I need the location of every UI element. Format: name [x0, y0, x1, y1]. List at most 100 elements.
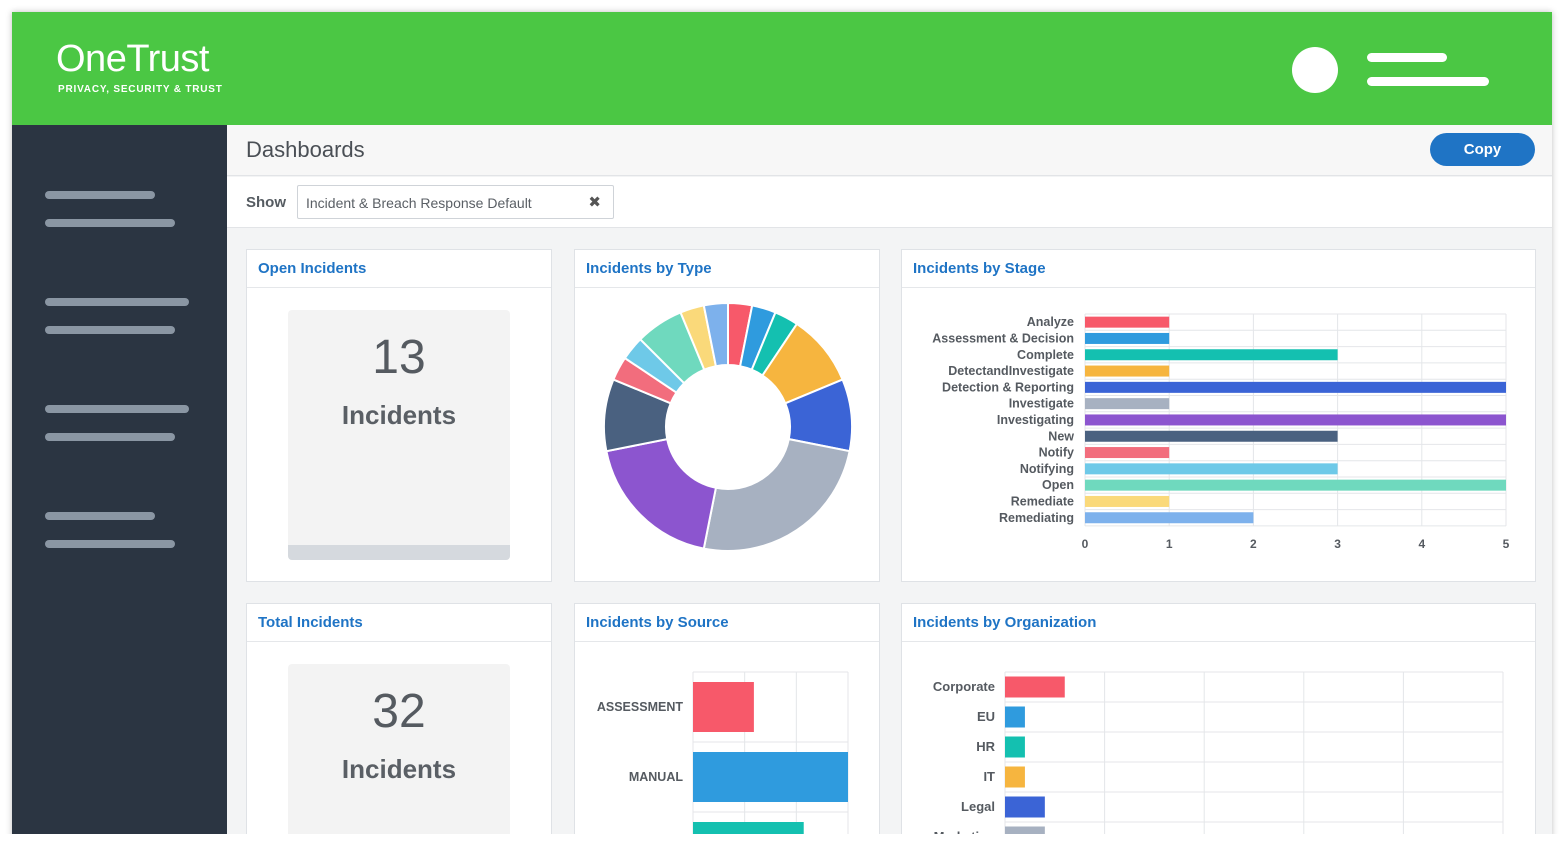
divider: [902, 641, 1535, 642]
bar[interactable]: [1085, 381, 1506, 393]
header-menu-line-1[interactable]: [1367, 53, 1447, 62]
divider: [247, 287, 551, 288]
sidebar-item-1[interactable]: [45, 191, 155, 199]
category-label: MANUAL: [629, 770, 684, 784]
top-header: OneTrust PRIVACY, SECURITY & TRUST: [12, 12, 1552, 125]
card-incidents-by-type: Incidents by Type: [574, 249, 880, 582]
sidebar-item-1-sub[interactable]: [45, 219, 175, 227]
organization-bar-chart: Corporate EU HR IT Legal Marketing: [933, 671, 1504, 839]
divider: [575, 287, 879, 288]
category-label: Detection & Reporting: [942, 380, 1074, 394]
stat-label: Incidents: [341, 400, 457, 430]
bar[interactable]: [1085, 349, 1338, 361]
bar[interactable]: [1085, 447, 1170, 459]
stat-value: 13: [372, 331, 426, 384]
brand-tagline: PRIVACY, SECURITY & TRUST: [58, 84, 223, 95]
x-tick-label: 0: [1082, 537, 1089, 551]
card-title[interactable]: Open Incidents: [258, 260, 367, 277]
page-title: Dashboards: [246, 137, 365, 162]
category-label: Investigate: [1009, 397, 1074, 411]
category-label: Marketing: [934, 829, 995, 838]
bar[interactable]: [693, 752, 848, 802]
sidebar-item-2-sub[interactable]: [45, 326, 175, 334]
category-label: Notify: [1039, 446, 1074, 460]
filter-bar: Show Incident & Breach Response Default …: [227, 177, 1552, 228]
category-label: DetectandInvestigate: [948, 364, 1074, 378]
x-tick-label: 2: [1250, 537, 1257, 551]
header-menu-line-2[interactable]: [1367, 77, 1489, 86]
x-tick-label: 3: [1334, 537, 1341, 551]
copy-button[interactable]: Copy: [1430, 133, 1535, 166]
x-tick-label: 4: [1418, 537, 1425, 551]
category-label: Legal: [961, 799, 995, 814]
stat-footer: [288, 545, 510, 560]
category-label: ASSESSMENT: [597, 700, 683, 714]
stat-value: 32: [372, 685, 426, 738]
bar[interactable]: [1085, 365, 1170, 377]
stat-tile: 13 Incidents: [288, 310, 510, 560]
stat-label: Incidents: [341, 754, 457, 784]
bar[interactable]: [1005, 706, 1025, 728]
sidebar-item-3[interactable]: [45, 405, 189, 413]
divider: [902, 287, 1535, 288]
card-incidents-by-source: Incidents by Source ASSESSMENT MANUAL: [574, 603, 880, 838]
card-open-incidents: Open Incidents 13 Incidents: [246, 249, 552, 582]
dashboard-select-value: Incident & Breach Response Default: [306, 195, 532, 211]
bar[interactable]: [693, 682, 754, 732]
show-label: Show: [246, 194, 286, 211]
category-label: Complete: [1017, 348, 1074, 362]
card-title[interactable]: Total Incidents: [258, 614, 363, 631]
card-total-incidents: Total Incidents 32 Incidents: [246, 603, 552, 838]
card-incidents-by-stage: Incidents by Stage Analyze Assessment & D…: [901, 249, 1536, 582]
sidebar-item-4[interactable]: [45, 512, 155, 520]
card-incidents-by-organization: Incidents by Organization Corporate EU HR I…: [901, 603, 1536, 838]
dashboard-select[interactable]: Incident & Breach Response Default ✖: [297, 185, 614, 219]
category-label: Investigating: [997, 413, 1074, 427]
bar[interactable]: [1085, 479, 1506, 491]
divider: [575, 641, 879, 642]
bar[interactable]: [1005, 766, 1025, 788]
clear-icon[interactable]: ✖: [588, 194, 601, 211]
bar[interactable]: [1085, 332, 1170, 344]
card-title[interactable]: Incidents by Organization: [913, 614, 1097, 631]
bar[interactable]: [1005, 676, 1065, 698]
main-content: Dashboards Copy Show Incident & Breach R…: [227, 125, 1552, 838]
bottom-edge: [0, 834, 1562, 848]
bar[interactable]: [1005, 796, 1045, 818]
sidebar: [12, 125, 227, 838]
type-donut-chart: [603, 301, 853, 552]
user-avatar[interactable]: [1292, 47, 1338, 93]
bar[interactable]: [1005, 826, 1045, 839]
x-tick-label: 5: [1503, 537, 1510, 551]
sidebar-item-3-sub[interactable]: [45, 433, 175, 441]
category-label: EU: [977, 709, 995, 724]
card-title[interactable]: Incidents by Source: [586, 614, 729, 631]
category-label: Corporate: [933, 679, 995, 694]
category-label: Assessment & Decision: [932, 331, 1074, 345]
donut-slice[interactable]: [702, 437, 851, 552]
bar[interactable]: [1085, 512, 1254, 524]
sidebar-item-4-sub[interactable]: [45, 540, 175, 548]
brand-logo[interactable]: OneTrust: [56, 38, 209, 80]
bar[interactable]: [1085, 414, 1506, 426]
category-label: Notifying: [1020, 462, 1074, 476]
source-bar-chart: ASSESSMENT MANUAL: [597, 671, 849, 838]
category-label: Analyze: [1027, 315, 1074, 329]
bar[interactable]: [1085, 495, 1170, 507]
bar[interactable]: [1005, 736, 1025, 758]
divider: [247, 641, 551, 642]
category-label: New: [1048, 429, 1074, 443]
bar[interactable]: [1085, 463, 1338, 475]
donut-slice[interactable]: [605, 437, 718, 550]
sidebar-item-2[interactable]: [45, 298, 189, 306]
bar[interactable]: [1085, 398, 1170, 410]
category-label: Remediate: [1011, 494, 1074, 508]
card-title[interactable]: Incidents by Stage: [913, 260, 1046, 277]
stage-bar-chart: Analyze Assessment & Decision Complete Dete…: [932, 313, 1510, 551]
bar[interactable]: [1085, 430, 1338, 442]
bar[interactable]: [1085, 316, 1170, 328]
donut-slice[interactable]: [702, 301, 729, 368]
category-label: Open: [1042, 478, 1074, 492]
stat-tile: 32 Incidents: [288, 664, 510, 838]
card-title[interactable]: Incidents by Type: [586, 260, 712, 277]
